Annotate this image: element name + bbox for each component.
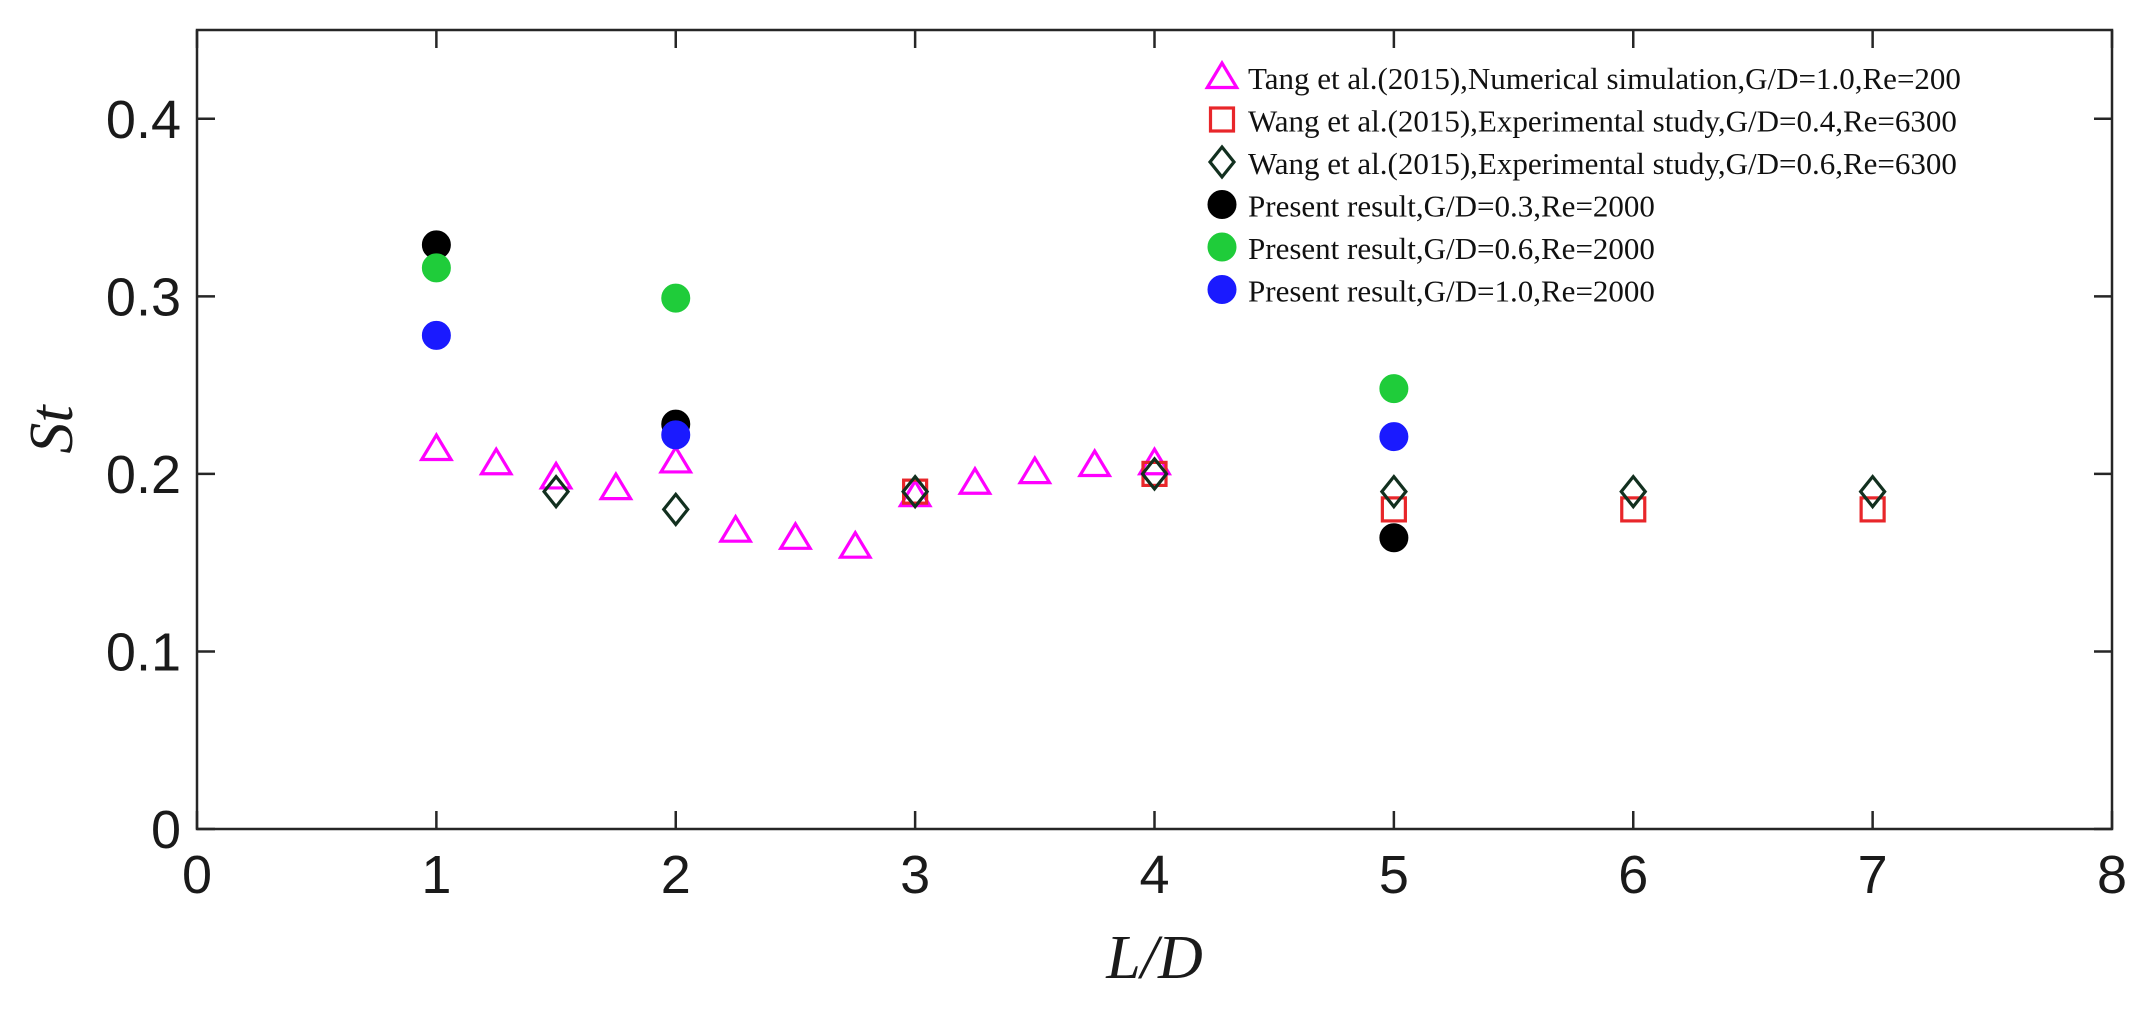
series-2 (902, 460, 1886, 523)
data-point (538, 460, 574, 490)
x-tick-label: 1 (421, 845, 451, 905)
data-point (598, 470, 634, 501)
data-point (661, 420, 691, 450)
data-point (421, 320, 451, 350)
data-point (1859, 496, 1886, 523)
data-point (542, 474, 571, 510)
data-point (1379, 374, 1409, 404)
legend-marker (1207, 232, 1237, 262)
legend-label: Wang et al.(2015),Experimental study,G/D… (1248, 104, 1957, 139)
legend-label: Present result,G/D=1.0,Re=2000 (1248, 274, 1655, 309)
x-tick-label: 4 (1139, 845, 1169, 905)
data-point (1017, 455, 1053, 485)
legend-marker (1208, 106, 1236, 133)
x-tick-label: 2 (661, 845, 691, 905)
data-point (478, 446, 514, 476)
series-5 (421, 253, 1409, 404)
legend-label: Tang et al.(2015),Numerical simulation,G… (1248, 61, 1961, 96)
legend-item: Wang et al.(2015),Experimental study,G/D… (1208, 104, 1957, 139)
y-tick-label: 0.4 (106, 90, 181, 150)
data-point (837, 529, 873, 559)
series-3 (542, 456, 1887, 527)
y-tick-label: 0.2 (106, 445, 181, 505)
legend-item: Present result,G/D=1.0,Re=2000 (1207, 274, 1655, 309)
data-point (1379, 474, 1408, 510)
legend-label: Wang et al.(2015),Experimental study,G/D… (1248, 146, 1957, 181)
legend-marker (1207, 190, 1237, 219)
data-point (421, 253, 451, 283)
x-tick-label: 0 (182, 845, 212, 905)
data-point (1379, 422, 1409, 452)
series-6 (421, 320, 1409, 452)
data-point (661, 491, 690, 527)
data-point (718, 513, 754, 543)
data-point (1380, 496, 1407, 523)
legend-marker (1204, 59, 1240, 90)
y-tick-label: 0 (151, 800, 181, 860)
data-point (658, 444, 694, 474)
legend-item: Tang et al.(2015),Numerical simulation,G… (1204, 59, 1961, 96)
legend-marker (1207, 275, 1237, 304)
x-tick-label: 5 (1379, 845, 1409, 905)
x-tick-label: 7 (1858, 845, 1888, 905)
data-point (1140, 456, 1169, 492)
y-tick-label: 0.3 (106, 267, 181, 327)
data-point (1379, 523, 1409, 553)
data-point (1077, 447, 1113, 478)
x-tick-label: 3 (900, 845, 930, 905)
legend-item: Present result,G/D=0.6,Re=2000 (1207, 231, 1655, 266)
legend-item: Wang et al.(2015),Experimental study,G/D… (1207, 144, 1957, 181)
legend-item: Present result,G/D=0.3,Re=2000 (1207, 189, 1655, 224)
data-point (777, 520, 813, 550)
series-1 (418, 431, 1173, 559)
legend-marker (1207, 144, 1237, 180)
y-axis-label: St (18, 404, 86, 454)
y-tick-label: 0.1 (106, 622, 181, 682)
data-point (1619, 474, 1648, 510)
data-point (1858, 474, 1887, 510)
data-point (1620, 496, 1647, 523)
legend-label: Present result,G/D=0.6,Re=2000 (1248, 231, 1655, 266)
data-point (418, 431, 454, 462)
data-point (957, 465, 993, 495)
x-axis-label: L/D (1105, 924, 1202, 992)
data-point (901, 474, 930, 510)
x-tick-label: 6 (1618, 845, 1648, 905)
x-tick-label: 8 (2097, 845, 2127, 905)
data-point (661, 283, 691, 313)
legend-label: Present result,G/D=0.3,Re=2000 (1248, 189, 1655, 224)
